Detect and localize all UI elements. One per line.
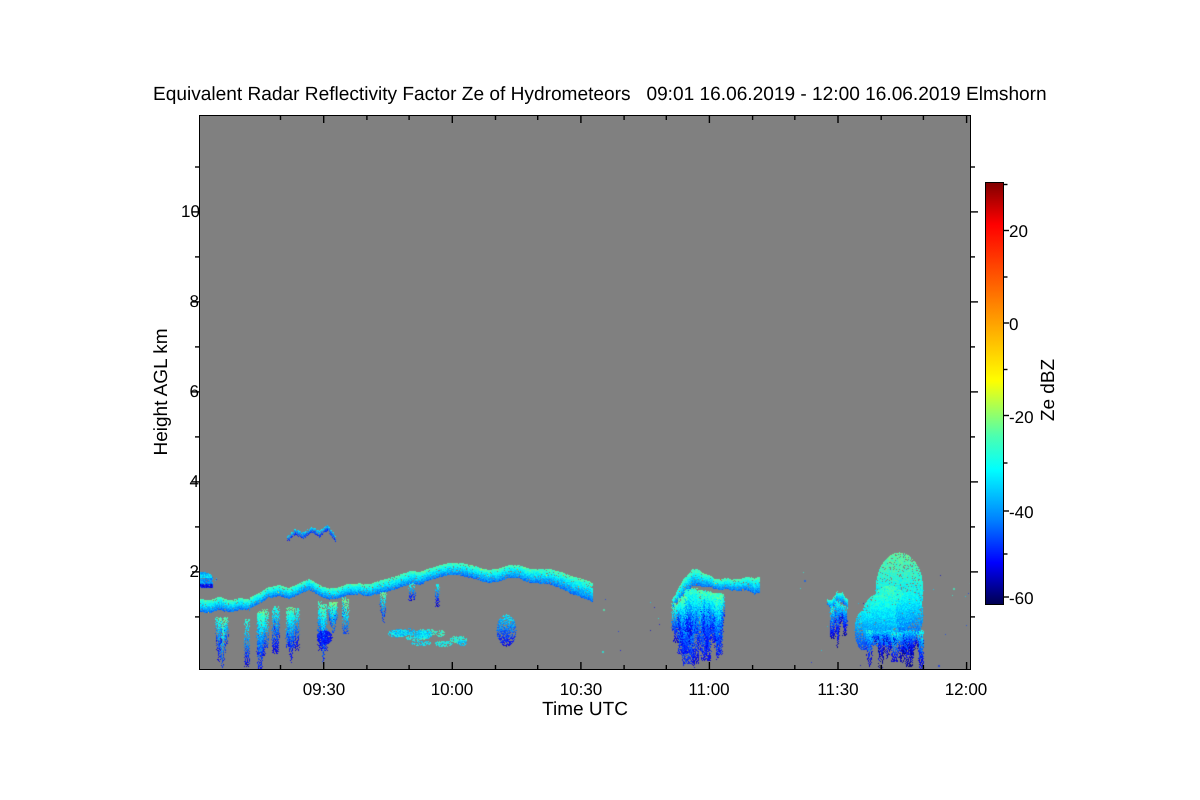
svg-text:Ze dBZ: Ze dBZ	[1038, 358, 1059, 421]
svg-text:Height AGL km: Height AGL km	[151, 328, 172, 455]
